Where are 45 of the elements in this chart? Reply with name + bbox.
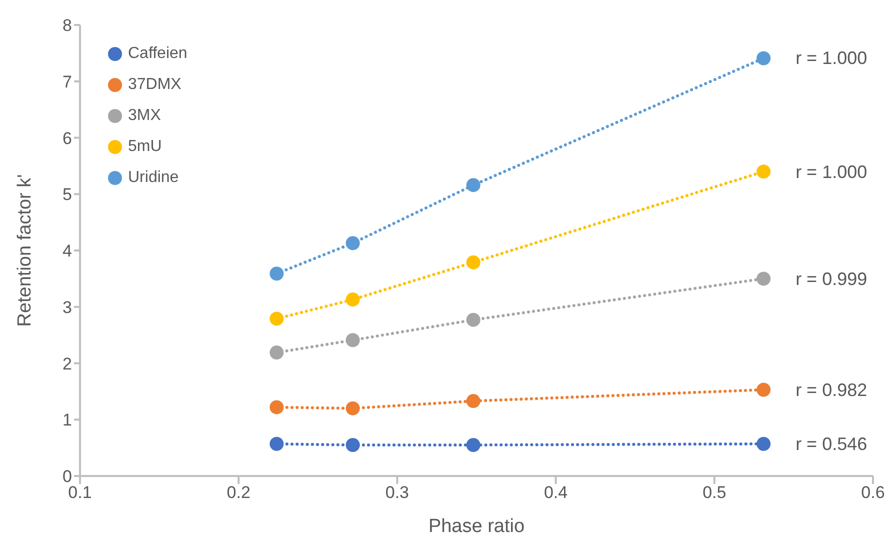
point — [346, 333, 360, 348]
annotation: r = 0.982 — [796, 378, 868, 401]
point — [270, 266, 284, 281]
point — [466, 312, 480, 327]
point — [270, 346, 284, 360]
y-tick-label: 7 — [62, 72, 72, 92]
x-tick-label: 0.6 — [861, 483, 885, 502]
point — [756, 51, 771, 66]
point — [756, 272, 771, 286]
point — [466, 438, 480, 452]
point — [270, 400, 284, 414]
y-tick-label: 1 — [62, 410, 72, 430]
point — [346, 438, 360, 452]
x-tick-label: 0.4 — [544, 483, 568, 502]
legend-label: 37DMX — [128, 76, 182, 94]
point — [346, 236, 360, 250]
legend-label: Caffeien — [128, 44, 188, 62]
y-tick-label: 8 — [62, 16, 72, 36]
annotation: r = 0.546 — [796, 432, 868, 455]
point — [756, 164, 771, 179]
point — [270, 436, 284, 451]
y-tick-label: 3 — [62, 298, 72, 317]
point — [756, 436, 771, 451]
point — [466, 394, 480, 408]
point — [346, 292, 360, 307]
point — [466, 255, 480, 270]
point — [270, 312, 284, 326]
legend-label: Uridine — [128, 168, 179, 186]
y-tick-label: 4 — [62, 242, 72, 261]
y-axis-title: Retention factor k' — [14, 174, 36, 327]
point — [466, 178, 480, 192]
legend-label: 5mU — [128, 138, 162, 156]
annotation: r = 0.999 — [796, 268, 868, 290]
legend-label: 3MX — [128, 106, 161, 124]
annotation: r = 1.000 — [796, 160, 868, 183]
annotation: r = 1.000 — [796, 47, 868, 70]
y-tick-label: 6 — [62, 128, 72, 148]
point — [346, 401, 360, 416]
y-tick-label: 5 — [62, 185, 72, 204]
x-tick-label: 0.2 — [226, 483, 250, 502]
x-tick-label: 0.5 — [702, 483, 726, 502]
point — [756, 382, 771, 397]
x-tick-label: 0.3 — [385, 483, 410, 502]
y-tick-label: 2 — [62, 354, 72, 374]
x-axis-title: Phase ratio — [428, 516, 525, 537]
